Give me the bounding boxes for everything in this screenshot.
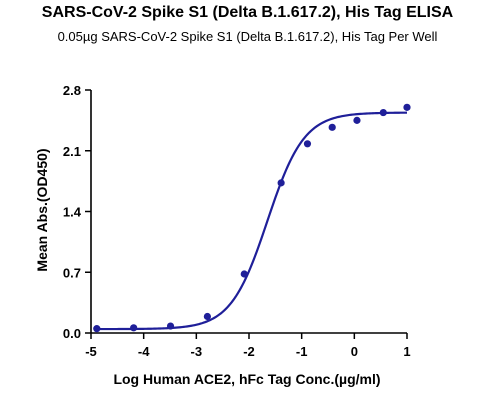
x-tick-label: -1 (296, 344, 308, 359)
data-point (203, 312, 211, 321)
chart-title: SARS-CoV-2 Spike S1 (Delta B.1.617.2), H… (41, 4, 454, 21)
tick-labels-group: -5 -4 -3 -2 -1 0 1 0.0 0.7 1.4 2.1 2.8 (63, 83, 411, 359)
data-point (353, 116, 361, 124)
fit-curve-group (96, 111, 408, 331)
data-point (403, 103, 411, 111)
x-tick-label: -5 (85, 344, 97, 359)
y-tick-label: 2.8 (63, 83, 81, 98)
data-point (240, 270, 248, 278)
data-point (130, 324, 138, 332)
data-points-group (93, 103, 411, 333)
axes (85, 89, 408, 339)
y-tick-label: 2.1 (63, 144, 81, 159)
x-tick-label: 0 (351, 344, 358, 359)
data-point (277, 179, 285, 187)
data-point (166, 322, 175, 330)
fit-curve (96, 111, 408, 331)
x-tick-label: -4 (138, 344, 150, 359)
y-tick-label: 0.0 (63, 326, 81, 341)
data-point (328, 123, 336, 131)
y-tick-label: 1.4 (63, 205, 82, 220)
y-axis-title: Mean Abs.(OD450) (34, 148, 50, 271)
chart-subtitle: 0.05µg SARS-CoV-2 Spike S1 (Delta B.1.61… (57, 29, 438, 44)
data-point (303, 140, 312, 148)
data-point (379, 108, 387, 117)
y-tick-label: 0.7 (63, 265, 81, 280)
data-point (93, 325, 101, 333)
x-axis-title: Log Human ACE2, hFc Tag Conc.(µg/ml) (113, 371, 380, 387)
x-tick-label: -3 (191, 344, 203, 359)
x-tick-label: 1 (403, 344, 410, 359)
x-tick-label: -2 (243, 344, 255, 359)
